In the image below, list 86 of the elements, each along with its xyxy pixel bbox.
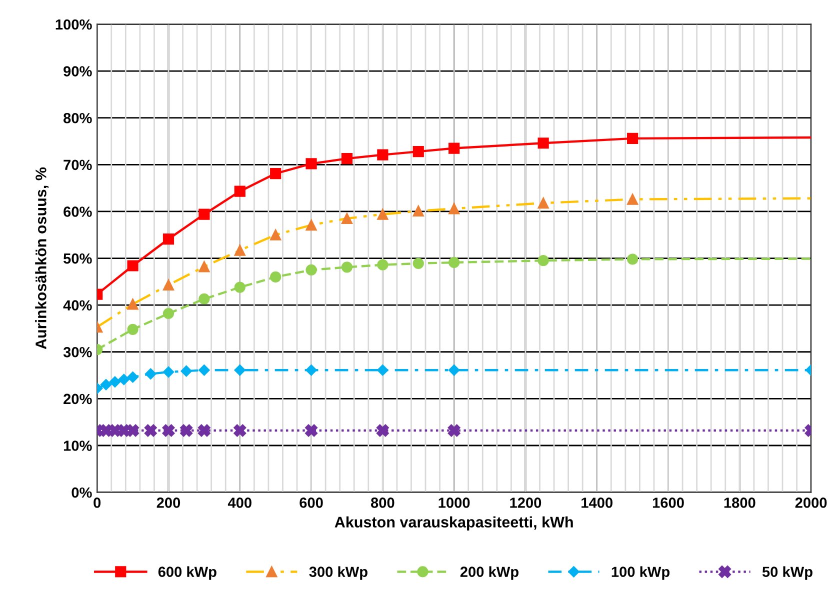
y-tick-label: 90% bbox=[64, 66, 92, 76]
x-tick-label: 800 bbox=[370, 498, 394, 508]
x-tick-label: 0 bbox=[94, 498, 101, 508]
point bbox=[377, 364, 388, 376]
point bbox=[126, 424, 140, 437]
point bbox=[180, 424, 193, 437]
x-tick-label: 1200 bbox=[510, 498, 542, 508]
point bbox=[162, 234, 174, 245]
legend-label: 50 kWp bbox=[762, 566, 812, 580]
y-tick-label: 60% bbox=[64, 206, 92, 217]
point bbox=[198, 424, 210, 437]
point bbox=[198, 364, 210, 376]
x-tick-label: 1400 bbox=[582, 498, 612, 508]
point bbox=[376, 424, 389, 437]
point bbox=[341, 262, 353, 273]
point bbox=[305, 424, 318, 437]
point bbox=[377, 259, 388, 270]
point bbox=[127, 324, 138, 335]
point bbox=[341, 153, 353, 164]
y-tick-label: 100% bbox=[56, 19, 92, 30]
point bbox=[627, 254, 638, 265]
y-tick-label: 0% bbox=[72, 487, 92, 498]
point bbox=[162, 366, 174, 378]
point bbox=[198, 208, 210, 220]
point bbox=[377, 149, 388, 160]
y-tick-label: 80% bbox=[64, 112, 92, 124]
point bbox=[180, 365, 192, 377]
y-axis-title: Aurinkosähkön osuus, % bbox=[35, 167, 49, 350]
point bbox=[234, 186, 246, 197]
point bbox=[162, 279, 174, 291]
point bbox=[127, 298, 138, 310]
point bbox=[377, 208, 388, 220]
legend-label: 600 kWp bbox=[158, 566, 216, 580]
point bbox=[234, 424, 246, 437]
x-tick-label: 1800 bbox=[724, 498, 756, 508]
point bbox=[144, 424, 157, 437]
point bbox=[306, 264, 317, 276]
y-tick-label: 70% bbox=[64, 160, 92, 170]
legend-label: 100 kWp bbox=[612, 566, 670, 580]
point bbox=[448, 203, 460, 214]
point bbox=[412, 258, 424, 269]
point bbox=[412, 146, 424, 158]
y-tick-label: 10% bbox=[64, 440, 92, 451]
point bbox=[127, 372, 138, 383]
legend-label: 200 kWp bbox=[460, 566, 518, 580]
point bbox=[448, 424, 460, 437]
point bbox=[270, 229, 282, 240]
point bbox=[118, 374, 130, 386]
point bbox=[412, 205, 424, 217]
point bbox=[538, 138, 549, 149]
point bbox=[162, 424, 175, 437]
x-tick-label: 2000 bbox=[795, 498, 827, 508]
point bbox=[234, 282, 246, 293]
point bbox=[100, 379, 112, 390]
x-tick-label: 600 bbox=[300, 498, 323, 508]
point bbox=[627, 132, 638, 144]
point bbox=[198, 293, 210, 305]
point bbox=[234, 244, 246, 256]
legend-label: 300 kWp bbox=[309, 566, 368, 580]
point bbox=[306, 158, 317, 170]
point bbox=[538, 197, 549, 209]
point bbox=[109, 376, 121, 388]
x-tick-label: 1600 bbox=[652, 498, 684, 508]
y-tick-label: 20% bbox=[64, 394, 92, 404]
x-tick-label: 200 bbox=[156, 498, 180, 508]
point bbox=[448, 364, 460, 376]
y-tick-label: 30% bbox=[63, 346, 92, 358]
point bbox=[341, 212, 353, 224]
x-axis-title: Akuston varauskapasiteetti, kWh bbox=[334, 516, 573, 531]
point bbox=[270, 168, 282, 180]
point bbox=[234, 364, 246, 376]
point bbox=[270, 271, 282, 283]
y-tick-label: 50% bbox=[63, 253, 92, 264]
x-tick-label: 1000 bbox=[438, 498, 470, 508]
point bbox=[448, 142, 460, 154]
point bbox=[538, 255, 549, 266]
y-tick-label: 40% bbox=[63, 300, 92, 310]
x-tick-label: 400 bbox=[228, 498, 252, 508]
point bbox=[145, 368, 156, 380]
point bbox=[448, 256, 460, 268]
point bbox=[306, 364, 317, 376]
point bbox=[306, 219, 317, 231]
point bbox=[627, 194, 638, 205]
point bbox=[198, 261, 210, 272]
point bbox=[127, 260, 138, 272]
point bbox=[162, 308, 174, 320]
